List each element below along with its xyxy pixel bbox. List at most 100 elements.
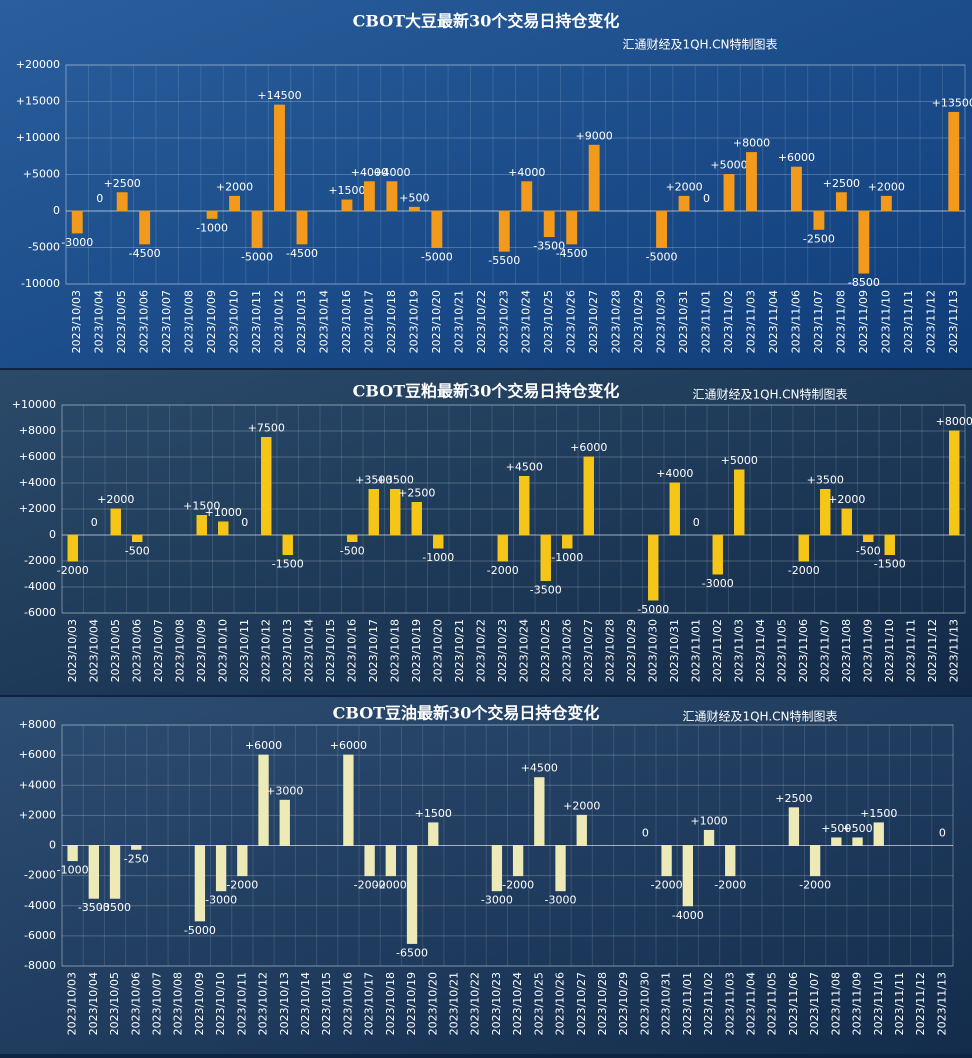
x-tick-label: 2023/11/12 [926,619,939,682]
bar [343,754,354,846]
bar [341,199,353,212]
x-tick-label: 2023/10/10 [216,619,229,682]
bar [67,845,78,862]
bar [109,845,121,899]
y-tick-label: -5000 [28,241,60,254]
bar [669,482,680,536]
bar [534,777,545,846]
bar [813,210,825,230]
bar [274,104,285,212]
x-tick-label: 2023/11/12 [914,972,927,1035]
y-tick-label: +4000 [19,476,56,489]
value-label: -2000 [487,564,519,577]
value-label: -3000 [545,894,577,907]
value-label: -2000 [502,879,534,892]
x-tick-label: 2023/10/05 [108,972,121,1035]
bar [543,210,555,238]
value-label: -3500 [530,584,562,597]
value-label: 0 [939,827,946,840]
y-tick-label: 0 [49,839,56,852]
x-tick-label: 2023/11/03 [744,290,757,353]
chart-subtitle: 汇通财经及1QH.CN特制图表 [692,387,847,402]
x-tick-label: 2023/11/01 [681,972,694,1035]
value-label: -3500 [99,901,131,914]
x-tick-label: 2023/11/10 [879,290,892,353]
x-tick-label: 2023/10/23 [496,619,509,682]
x-tick-label: 2023/10/16 [340,290,353,353]
x-tick-label: 2023/10/27 [587,290,600,353]
value-label: -3500 [78,901,110,914]
bar [858,210,870,274]
x-tick-label: 2023/11/07 [808,972,821,1035]
y-tick-label: -4000 [24,899,56,912]
y-tick-label: -2000 [24,869,56,882]
x-tick-label: 2023/10/16 [345,619,358,682]
bar [139,210,151,245]
x-tick-label: 2023/10/11 [238,619,251,682]
x-tick-label: 2023/11/10 [883,619,896,682]
x-tick-label: 2023/11/09 [857,290,870,353]
x-tick-label: 2023/10/25 [542,290,555,353]
x-tick-label: 2023/10/26 [565,290,578,353]
bar [678,195,690,212]
x-tick-label: 2023/10/26 [560,619,573,682]
value-label: -4500 [286,247,318,260]
bar [491,845,503,892]
value-label: -2000 [226,879,258,892]
x-tick-label: 2023/10/09 [205,290,218,353]
plot-frame [61,404,966,614]
value-label: -6500 [396,946,428,959]
x-tick-label: 2023/11/02 [702,972,715,1035]
x-tick-label: 2023/10/17 [363,972,376,1035]
x-tick-label: 2023/10/22 [469,972,482,1035]
x-tick-label: 2023/10/07 [150,972,163,1035]
x-tick-label: 2023/10/31 [660,972,673,1035]
value-label: -2000 [788,564,820,577]
value-label: +4500 [506,461,543,474]
bar [746,152,757,212]
x-tick-label: 2023/10/15 [324,619,337,682]
x-tick-label: 2023/11/02 [711,619,724,682]
value-label: -5500 [488,254,520,267]
value-label: -1500 [874,558,906,571]
x-tick-label: 2023/10/22 [475,290,488,353]
value-label: -4000 [672,909,704,922]
y-tick-label: +4000 [19,778,56,791]
bar [433,534,444,549]
x-tick-label: 2023/10/24 [511,972,524,1035]
x-tick-label: 2023/10/25 [532,972,545,1035]
x-tick-label: 2023/10/23 [490,972,503,1035]
value-label: +2500 [823,177,860,190]
x-tick-label: 2023/11/13 [947,619,960,682]
x-tick-label: 2023/11/10 [872,972,885,1035]
bar [215,845,227,892]
x-tick-label: 2023/10/30 [638,972,651,1035]
x-tick-label: 2023/10/29 [632,290,645,353]
bar [884,534,895,555]
x-tick-label: 2023/11/01 [700,290,713,353]
y-tick-label: +6000 [19,748,56,761]
value-label: -3000 [205,894,237,907]
bar [296,210,308,245]
x-tick-label: 2023/10/29 [617,972,630,1035]
x-tick-label: 2023/10/30 [646,619,659,682]
x-tick-label: 2023/10/14 [302,619,315,682]
value-label: +2000 [216,180,253,193]
bar [258,754,269,846]
x-tick-label: 2023/11/08 [840,619,853,682]
bar [540,534,551,581]
bar [282,534,293,555]
x-tick-label: 2023/10/29 [625,619,638,682]
value-label: +13500 [932,96,972,109]
bar [408,206,420,212]
value-label: -8500 [848,276,880,289]
bar [431,210,443,248]
bar [131,845,142,850]
bar [648,534,659,601]
x-tick-label: 2023/10/05 [109,619,122,682]
y-tick-label: +10000 [16,131,60,144]
value-label: +9000 [576,129,613,142]
value-label: -500 [340,545,365,558]
bar [194,845,206,922]
bar [790,166,802,212]
